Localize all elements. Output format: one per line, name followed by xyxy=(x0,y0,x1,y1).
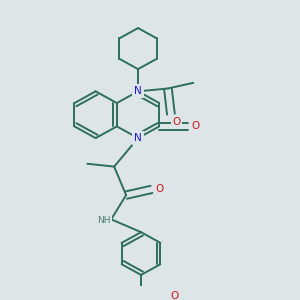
Text: N: N xyxy=(134,86,142,96)
Text: O: O xyxy=(155,184,163,194)
Text: O: O xyxy=(191,122,200,131)
Text: N: N xyxy=(134,133,142,143)
Text: O: O xyxy=(170,291,178,300)
Text: NH: NH xyxy=(97,216,110,225)
Text: O: O xyxy=(173,117,181,127)
